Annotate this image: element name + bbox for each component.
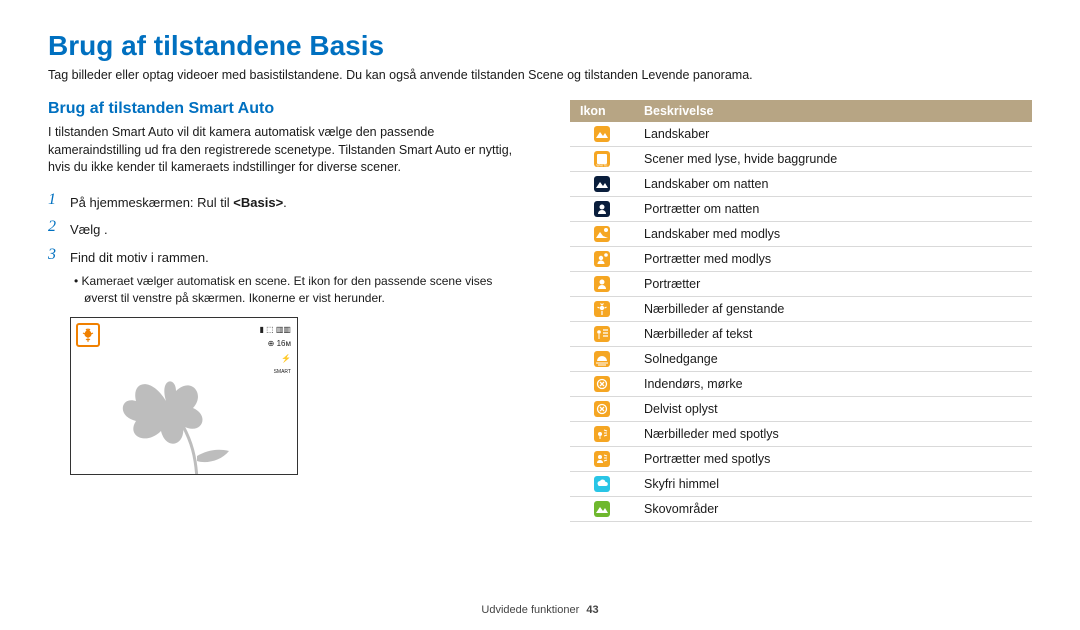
- step-num: 2: [48, 218, 70, 236]
- indoor-icon: [594, 376, 610, 392]
- table-row: Skyfri himmel: [570, 472, 1032, 497]
- desc-cell: Nærbilleder med spotlys: [634, 422, 1032, 447]
- icon-cell: [570, 347, 634, 372]
- status-line: SMART: [259, 368, 291, 376]
- desc-cell: Nærbilleder af tekst: [634, 322, 1032, 347]
- step-3-sub: • Kameraet vælger automatisk en scene. E…: [84, 273, 514, 307]
- portrait-icon: [594, 276, 610, 292]
- landscape-icon: [594, 501, 610, 517]
- icon-cell: [570, 247, 634, 272]
- portrait-icon: [594, 201, 610, 217]
- status-line: ⚡: [259, 353, 291, 366]
- step-1: 1 På hjemmeskærmen: Rul til <Basis>.: [48, 191, 514, 213]
- table-row: Portrætter med modlys: [570, 247, 1032, 272]
- icon-cell: [570, 122, 634, 147]
- icon-cell: [570, 172, 634, 197]
- table-row: Solnedgange: [570, 347, 1032, 372]
- white-icon: WHITE: [594, 151, 610, 167]
- icon-cell: [570, 222, 634, 247]
- desc-cell: Skyfri himmel: [634, 472, 1032, 497]
- steps-list: 1 På hjemmeskærmen: Rul til <Basis>. 2 V…: [48, 191, 514, 307]
- page-subtitle: Tag billeder eller optag videoer med bas…: [48, 68, 1032, 82]
- desc-cell: Portrætter med spotlys: [634, 447, 1032, 472]
- section-title: Brug af tilstanden Smart Auto: [48, 100, 514, 118]
- footer: Udvidede funktioner 43: [0, 604, 1080, 616]
- step-text-post: .: [283, 195, 287, 210]
- step-3: 3 Find dit motiv i rammen.: [48, 246, 514, 268]
- desc-cell: Portrætter om natten: [634, 197, 1032, 222]
- icon-table: Ikon Beskrivelse Landskaber WHITE Scener m…: [570, 100, 1032, 522]
- desc-cell: Scener med lyse, hvide baggrunde: [634, 147, 1032, 172]
- portrait-spot-icon: [594, 451, 610, 467]
- desc-cell: Indendørs, mørke: [634, 372, 1032, 397]
- step-text-pre: På hjemmeskærmen: Rul til: [70, 195, 233, 210]
- section-desc: I tilstanden Smart Auto vil dit kamera a…: [48, 124, 514, 177]
- table-row: Portrætter om natten: [570, 197, 1032, 222]
- table-row: Landskaber om natten: [570, 172, 1032, 197]
- sky-icon: [594, 476, 610, 492]
- step-text: På hjemmeskærmen: Rul til <Basis>.: [70, 191, 287, 213]
- desc-cell: Solnedgange: [634, 347, 1032, 372]
- status-line: ▮ ⬚ ▥▥: [259, 324, 291, 337]
- status-icons: ▮ ⬚ ▥▥ ⊕ 16ᴍ ⚡ SMART: [259, 324, 291, 378]
- table-row: Skovområder: [570, 497, 1032, 522]
- macro-icon: [594, 301, 610, 317]
- indoor-icon: [594, 401, 610, 417]
- portrait-sun-icon: [594, 251, 610, 267]
- table-row: Portrætter: [570, 272, 1032, 297]
- desc-cell: Landskaber: [634, 122, 1032, 147]
- desc-cell: Portrætter med modlys: [634, 247, 1032, 272]
- desc-cell: Portrætter: [634, 272, 1032, 297]
- icon-cell: [570, 272, 634, 297]
- desc-cell: Landskaber om natten: [634, 172, 1032, 197]
- table-row: Delvist oplyst: [570, 397, 1032, 422]
- status-line: ⊕ 16ᴍ: [259, 338, 291, 351]
- desc-cell: Nærbilleder af genstande: [634, 297, 1032, 322]
- landscape-icon: [594, 176, 610, 192]
- step-num: 3: [48, 246, 70, 264]
- table-row: Nærbilleder af genstande: [570, 297, 1032, 322]
- table-row: Nærbilleder med spotlys: [570, 422, 1032, 447]
- step-text-bold: <Basis>: [233, 195, 283, 210]
- landscape-icon: [594, 126, 610, 142]
- desc-cell: Delvist oplyst: [634, 397, 1032, 422]
- icon-cell: [570, 447, 634, 472]
- icon-cell: [570, 422, 634, 447]
- table-row: Landskaber: [570, 122, 1032, 147]
- icon-cell: [570, 197, 634, 222]
- step-text: Vælg .: [70, 218, 108, 240]
- step-2: 2 Vælg .: [48, 218, 514, 240]
- icon-cell: [570, 397, 634, 422]
- step-text: Find dit motiv i rammen.: [70, 246, 209, 268]
- desc-cell: Skovområder: [634, 497, 1032, 522]
- desc-cell: Landskaber med modlys: [634, 222, 1032, 247]
- th-icon: Ikon: [570, 100, 634, 122]
- table-row: WHITE Scener med lyse, hvide baggrunde: [570, 147, 1032, 172]
- sunset-icon: [594, 351, 610, 367]
- macro-spot-icon: [594, 426, 610, 442]
- footer-label: Udvidede funktioner: [481, 604, 579, 616]
- icon-cell: [570, 372, 634, 397]
- macro-text-icon: [594, 326, 610, 342]
- table-row: Indendørs, mørke: [570, 372, 1032, 397]
- page-title: Brug af tilstandene Basis: [48, 30, 1032, 62]
- th-desc: Beskrivelse: [634, 100, 1032, 122]
- icon-cell: [570, 297, 634, 322]
- table-row: Portrætter med spotlys: [570, 447, 1032, 472]
- icon-cell: [570, 322, 634, 347]
- footer-page: 43: [586, 604, 598, 616]
- icon-cell: WHITE: [570, 147, 634, 172]
- icon-cell: [570, 497, 634, 522]
- flower-shape: [111, 356, 261, 475]
- icon-cell: [570, 472, 634, 497]
- table-row: Nærbilleder af tekst: [570, 322, 1032, 347]
- table-row: Landskaber med modlys: [570, 222, 1032, 247]
- macro-icon: [76, 323, 100, 347]
- camera-screenshot: ▮ ⬚ ▥▥ ⊕ 16ᴍ ⚡ SMART: [70, 317, 298, 475]
- landscape-sun-icon: [594, 226, 610, 242]
- step-num: 1: [48, 191, 70, 209]
- svg-text:WHITE: WHITE: [596, 164, 608, 168]
